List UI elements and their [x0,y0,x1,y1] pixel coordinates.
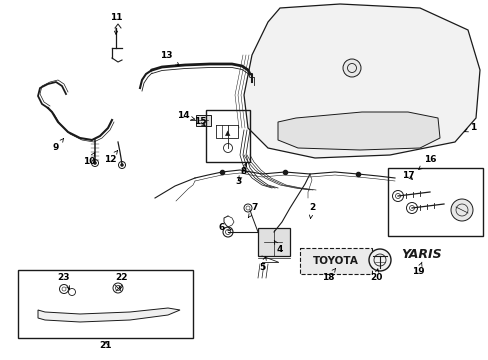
Circle shape [368,249,390,271]
Circle shape [342,59,360,77]
Text: 12: 12 [103,150,118,165]
Text: 14: 14 [176,112,194,121]
Bar [299,248,371,274]
Circle shape [93,162,96,165]
Text: 5: 5 [258,257,265,273]
Bar [205,110,249,162]
Circle shape [450,199,472,221]
Text: 23: 23 [58,274,70,289]
Text: 4: 4 [274,240,283,255]
Text: 15: 15 [193,117,206,126]
Text: 20: 20 [369,269,382,283]
Text: 11: 11 [109,13,122,34]
Text: 22: 22 [116,274,128,289]
Polygon shape [278,112,439,150]
Text: 8: 8 [238,167,246,180]
Bar [196,115,210,126]
Polygon shape [244,4,479,158]
Text: YARIS: YARIS [401,248,442,261]
Bar [18,270,193,338]
Bar [387,168,482,236]
Polygon shape [38,308,180,322]
Text: 1: 1 [464,123,475,132]
Circle shape [120,163,123,166]
Text: 13: 13 [160,50,179,66]
Text: ▲: ▲ [225,130,230,136]
Text: 6: 6 [219,224,231,233]
Bar [258,228,289,256]
Text: 16: 16 [418,156,435,170]
Text: 17: 17 [401,171,413,180]
Text: 2: 2 [308,203,314,219]
Text: 19: 19 [411,262,424,276]
Text: 3: 3 [234,163,246,186]
Text: 10: 10 [82,152,95,166]
Text: 9: 9 [53,139,63,153]
Text: TOYOTA: TOYOTA [312,256,358,266]
Text: 21: 21 [100,341,112,350]
Text: 7: 7 [248,203,258,218]
Text: 18: 18 [321,269,335,283]
